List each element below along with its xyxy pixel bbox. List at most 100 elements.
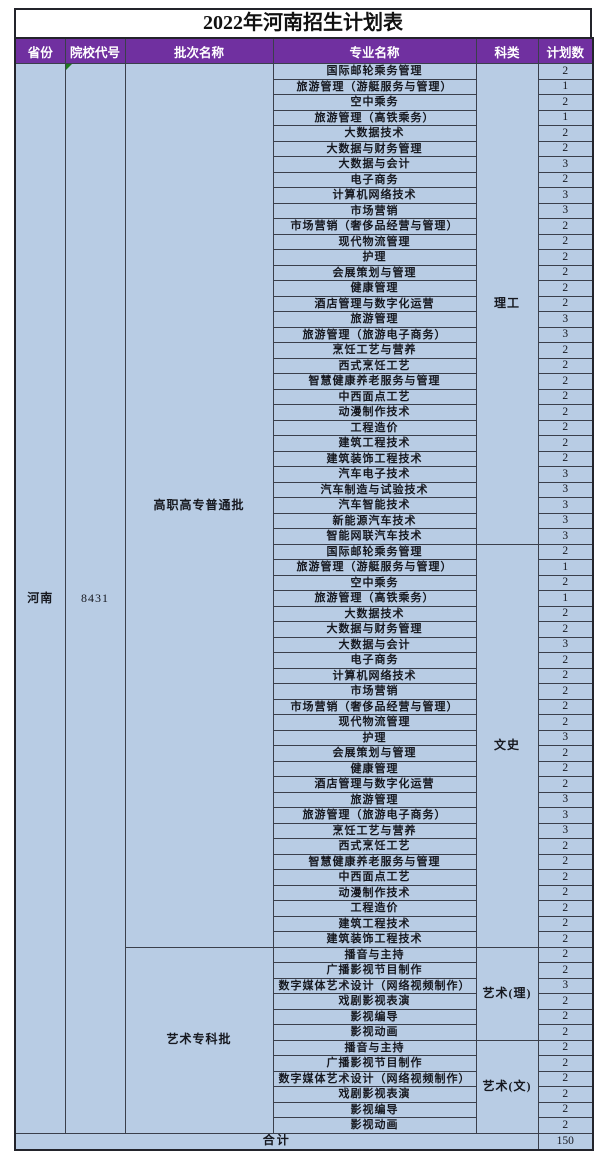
major-row: 建筑装饰工程技术 2	[15, 450, 594, 467]
major-row: 工程造价 2	[15, 900, 594, 917]
plan-count-cell: 1	[537, 590, 594, 607]
major-row: 动漫制作技术 2	[15, 884, 594, 901]
major-row: 旅游管理（游艇服务与管理） 1	[15, 78, 594, 95]
major-name-cell: 计算机网络技术	[272, 187, 477, 204]
major-row: 现代物流管理 2	[15, 233, 594, 250]
major-name-cell: 健康管理	[272, 760, 477, 777]
major-name-cell: 智慧健康养老服务与管理	[272, 373, 477, 390]
plan-count-cell: 2	[537, 1008, 594, 1025]
major-row: 动漫制作技术 2	[15, 404, 594, 421]
plan-count-cell: 3	[537, 977, 594, 994]
plan-count-cell: 2	[537, 404, 594, 421]
plan-count-cell: 2	[537, 853, 594, 870]
plan-count-cell: 2	[537, 900, 594, 917]
major-name-cell: 旅游管理（游艇服务与管理）	[272, 559, 477, 576]
major-row: 播音与主持 艺术(文) 2	[15, 1039, 594, 1134]
major-name-cell: 影视动画	[272, 1024, 477, 1041]
plan-count-cell: 2	[537, 218, 594, 235]
plan-count-cell: 3	[537, 528, 594, 545]
major-row: 广播影视节目制作 2	[15, 1055, 594, 1072]
major-row: 市场营销 2	[15, 683, 594, 700]
major-row: 汽车制造与试验技术 3	[15, 481, 594, 498]
major-name-cell: 市场营销	[272, 202, 477, 219]
province-cell: 河南	[14, 63, 66, 1134]
plan-count-cell: 2	[537, 574, 594, 591]
major-row: 电子商务 2	[15, 171, 594, 188]
page-title: 2022年河南招生计划表	[14, 8, 592, 37]
major-row: 会展策划与管理 2	[15, 745, 594, 762]
major-row: 大数据与财务管理 2	[15, 140, 594, 157]
major-row: 戏剧影视表演 2	[15, 993, 594, 1010]
major-row: 旅游管理（高铁乘务） 1	[15, 109, 594, 126]
major-row: 工程造价 2	[15, 419, 594, 436]
plan-count-cell: 2	[537, 357, 594, 374]
major-name-cell: 建筑装饰工程技术	[272, 450, 477, 467]
major-row: 艺术专科批 播音与主持 艺术(理) 2	[15, 946, 594, 1134]
major-name-cell: 计算机网络技术	[272, 667, 477, 684]
total-label: 合计	[14, 1132, 539, 1150]
major-name-cell: 汽车智能技术	[272, 497, 477, 514]
plan-count-cell: 2	[537, 450, 594, 467]
plan-count-cell: 2	[537, 125, 594, 142]
plan-count-cell: 2	[537, 94, 594, 111]
major-name-cell: 酒店管理与数字化运营	[272, 776, 477, 793]
plan-count-cell: 2	[537, 605, 594, 622]
plan-count-cell: 2	[537, 233, 594, 250]
plan-count-cell: 2	[537, 435, 594, 452]
major-row: 现代物流管理 2	[15, 714, 594, 731]
major-row: 智慧健康养老服务与管理 2	[15, 853, 594, 870]
major-name-cell: 影视编导	[272, 1101, 477, 1118]
major-name-cell: 现代物流管理	[272, 233, 477, 250]
plan-count-cell: 2	[537, 714, 594, 731]
major-name-cell: 戏剧影视表演	[272, 1086, 477, 1103]
major-name-cell: 会展策划与管理	[272, 745, 477, 762]
plan-count-cell: 3	[537, 497, 594, 514]
plan-count-cell: 2	[537, 838, 594, 855]
major-name-cell: 旅游管理（旅游电子商务）	[272, 807, 477, 824]
major-row: 智能网联汽车技术 3	[15, 528, 594, 545]
table-footer: 合计 150	[14, 1132, 594, 1150]
plan-count-cell: 3	[537, 822, 594, 839]
major-name-cell: 大数据与会计	[272, 156, 477, 173]
plan-count-cell: 2	[537, 264, 594, 281]
plan-count-cell: 3	[537, 636, 594, 653]
plan-count-cell: 2	[537, 373, 594, 390]
plan-count-cell: 2	[537, 1086, 594, 1103]
major-name-cell: 建筑工程技术	[272, 915, 477, 932]
major-name-cell: 市场营销	[272, 683, 477, 700]
major-row: 市场营销（奢侈品经营与管理） 2	[15, 698, 594, 715]
plan-count-cell: 2	[537, 1070, 594, 1087]
major-row: 护理 2	[15, 249, 594, 266]
plan-count-cell: 2	[537, 1055, 594, 1072]
plan-count-cell: 2	[537, 869, 594, 886]
major-row: 影视动画 2	[15, 1024, 594, 1041]
total-count: 150	[537, 1132, 594, 1150]
plan-count-cell: 2	[537, 1039, 594, 1056]
plan-count-cell: 2	[537, 419, 594, 436]
major-name-cell: 汽车电子技术	[272, 466, 477, 483]
plan-count-cell: 2	[537, 388, 594, 405]
school-code-text: 8431	[81, 590, 109, 605]
major-row: 河南 8431 高职高专普通批 国际邮轮乘务管理 理工 2	[14, 63, 594, 1134]
major-row: 旅游管理 3	[15, 791, 594, 808]
major-row: 汽车电子技术 3	[15, 466, 594, 483]
plan-count-cell: 2	[537, 543, 594, 560]
major-name-cell: 护理	[272, 729, 477, 746]
batch-name-cell: 高职高专普通批	[124, 63, 274, 948]
major-row: 大数据与会计 3	[15, 156, 594, 173]
plan-count-cell: 3	[537, 156, 594, 173]
plan-count-cell: 3	[537, 729, 594, 746]
major-name-cell: 电子商务	[272, 652, 477, 669]
plan-count-cell: 2	[537, 249, 594, 266]
plan-count-cell: 3	[537, 807, 594, 824]
plan-count-cell: 2	[537, 140, 594, 157]
major-name-cell: 大数据与财务管理	[272, 140, 477, 157]
major-name-cell: 旅游管理	[272, 791, 477, 808]
major-name-cell: 广播影视节目制作	[272, 1055, 477, 1072]
major-name-cell: 汽车制造与试验技术	[272, 481, 477, 498]
major-name-cell: 空中乘务	[272, 94, 477, 111]
header-row: 省份 院校代号 批次名称 专业名称 科类 计划数	[14, 37, 594, 64]
major-name-cell: 大数据技术	[272, 125, 477, 142]
plan-count-cell: 3	[537, 311, 594, 328]
